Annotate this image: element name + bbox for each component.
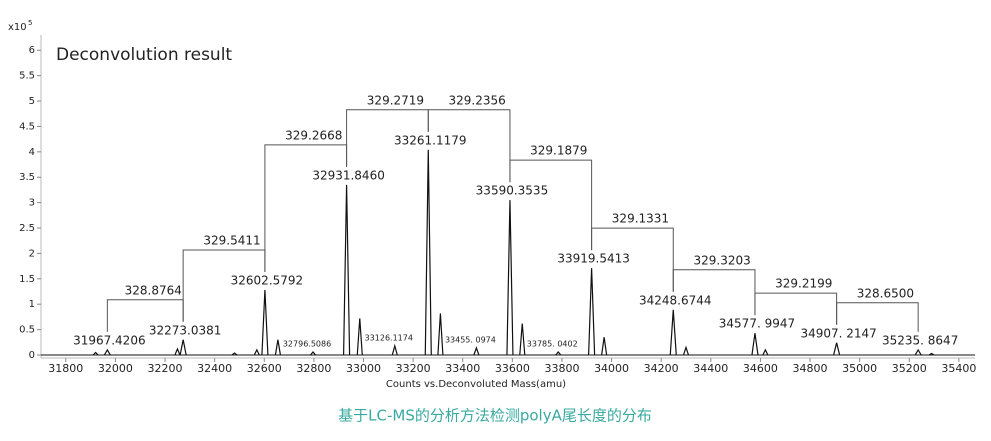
peak [231,352,238,356]
minor-peak-label: 32796.5086 [283,339,331,348]
peak [356,318,363,356]
y-tick-label: 2 [29,248,35,259]
peak [519,323,526,356]
peak [601,337,608,356]
peak [555,351,562,356]
y-tick-label: 2.5 [19,223,35,234]
x-tick-label: 32600 [247,362,282,375]
y-exponent: 5 [28,19,32,27]
peak-label: 33590.3535 [476,184,549,198]
mass-difference-label: 329.2356 [448,93,505,107]
peak [762,348,769,356]
mass-difference-label: 329.3203 [693,253,750,267]
x-tick-label: 31800 [48,362,83,375]
peak [751,333,759,356]
peak-label: 34248.6744 [639,293,712,307]
mass-difference-bracket [672,269,756,316]
mass-difference-label: 329.2668 [285,128,342,142]
x-tick-label: 33200 [396,362,431,375]
x-tick-label: 33600 [495,362,530,375]
peak [342,184,351,356]
peak-label: 32931.8460 [312,168,385,182]
peak [310,351,316,356]
mass-difference-bracket [427,109,511,183]
peak [669,309,677,356]
x-tick-label: 32200 [148,362,183,375]
peak [103,348,111,356]
peak [391,343,398,356]
mass-difference-bracket [591,227,674,292]
x-tick-label: 34400 [693,362,728,375]
x-tick-label: 35400 [941,362,976,375]
peak-label: 33919.5413 [557,252,630,266]
caption: 基于LC-MS的分析方法检测polyA尾长度的分布 [338,407,652,425]
y-tick-label: 3.5 [19,172,35,183]
minor-peak-label: 33785. 0402 [527,339,578,348]
x-tick-label: 35200 [892,362,927,375]
x-tick-label: 34800 [793,362,828,375]
x-tick-label: 34600 [743,362,778,375]
x-tick-label: 34200 [644,362,679,375]
peak [914,348,922,356]
peak [261,289,269,356]
peak [473,346,480,356]
peak-label: 34907. 2147 [800,326,876,340]
peak [92,351,99,356]
peak [588,268,596,356]
mass-difference-label: 329.2719 [367,93,424,107]
y-tick-label: 1 [29,299,35,310]
mass-difference-label: 329.5411 [203,233,260,247]
mass-difference-label: 329.1879 [530,144,587,158]
y-tick-label: 3 [29,198,35,209]
chart-title: Deconvolution result [56,45,232,65]
y-tick-label: 4 [29,147,35,158]
x-tick-label: 32800 [296,362,331,375]
x-tick-label: 33800 [544,362,579,375]
peak [928,352,935,356]
y-tick-label: 0.5 [19,325,35,336]
peak-label: 35235. 8647 [882,333,958,347]
y-tick-label: 6 [29,45,35,56]
mass-difference-bracket [836,302,919,332]
peak [437,313,444,356]
mass-difference-label: 328.6500 [857,286,914,300]
peak-label: 31967.4206 [73,333,146,347]
x-axis-label: Counts vs.Deconvoluted Mass(amu) [386,379,566,390]
x-tick-label: 33000 [346,362,381,375]
x-tick-label: 35000 [842,362,877,375]
x-tick-label: 33400 [445,362,480,375]
y-tick-label: 4.5 [19,121,35,132]
y-tick-label: 0 [29,350,35,361]
x-tick-label: 32000 [98,362,133,375]
peak [424,149,432,356]
peak [506,200,514,356]
y-tick-label: 5.5 [19,71,35,82]
mass-difference-label: 329.2199 [775,277,832,291]
x-tick-label: 32400 [197,362,232,375]
peak-label: 32273.0381 [149,323,222,337]
y-tick-label: 1.5 [19,274,35,285]
minor-peak-label: 33126.1174 [365,333,413,342]
peak [179,339,187,356]
peak-label: 32602.5792 [231,273,304,287]
mass-difference-label: 329.1331 [612,212,669,226]
peak [253,348,260,356]
peak [174,347,181,356]
mass-difference-label: 328.8764 [125,283,182,297]
x-tick-label: 34000 [594,362,629,375]
peak [682,345,690,356]
peak-label: 33261.1179 [394,133,467,147]
mass-difference-bracket [264,144,348,272]
y-multiplier: x10 [8,22,27,33]
peak-label: 34577. 9947 [719,317,795,331]
mass-difference-bracket [509,159,593,251]
y-tick-label: 5 [29,96,35,107]
peak [833,342,841,356]
peak [274,339,282,356]
minor-peak-label: 33455. 0974 [445,335,496,344]
